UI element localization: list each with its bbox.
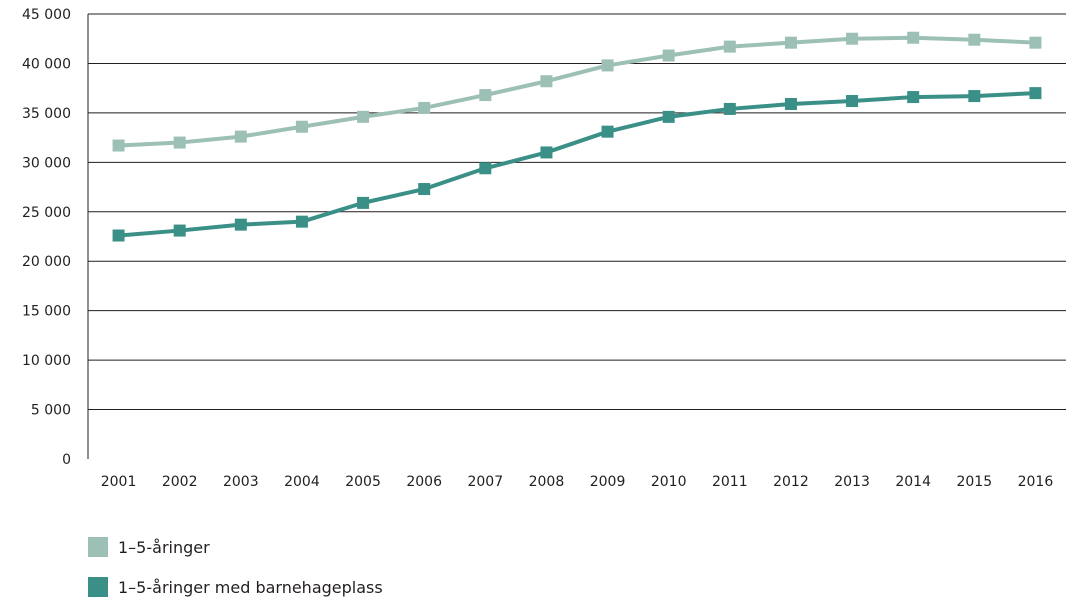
legend-item-series-2: 1–5-åringer med barnehageplass xyxy=(88,576,383,598)
y-tick-label: 5 000 xyxy=(31,403,71,419)
data-point-series-1 xyxy=(295,120,308,133)
data-point-series-1 xyxy=(479,89,492,102)
x-tick-label: 2008 xyxy=(529,474,565,490)
x-tick-label: 2011 xyxy=(712,474,748,490)
data-point-series-2 xyxy=(112,229,125,242)
data-point-series-1 xyxy=(662,49,675,62)
data-point-series-1 xyxy=(357,110,370,123)
x-tick-label: 2016 xyxy=(1018,474,1054,490)
legend: 1–5-åringer 1–5-åringer med barnehagepla… xyxy=(88,536,383,616)
x-tick-label: 2012 xyxy=(773,474,809,490)
data-point-series-1 xyxy=(173,136,186,149)
x-axis-ticks: 2001 2002 2003 2004 2005 2006 2007 2008 2009 2010… xyxy=(101,474,1054,490)
data-point-series-1 xyxy=(968,33,981,46)
x-tick-label: 2009 xyxy=(590,474,626,490)
x-tick-label: 2010 xyxy=(651,474,687,490)
data-point-series-1 xyxy=(784,36,797,49)
y-tick-label: 0 xyxy=(62,452,71,468)
x-tick-label: 2014 xyxy=(895,474,931,490)
series-group xyxy=(112,31,1042,242)
data-point-series-2 xyxy=(1029,87,1042,100)
data-point-series-1 xyxy=(723,40,736,53)
legend-label-series-2: 1–5-åringer med barnehageplass xyxy=(118,577,383,597)
data-point-series-1 xyxy=(907,31,920,44)
x-tick-label: 2005 xyxy=(345,474,381,490)
x-tick-label: 2007 xyxy=(467,474,503,490)
data-point-series-2 xyxy=(723,102,736,115)
y-tick-label: 45 000 xyxy=(22,7,71,23)
x-tick-label: 2015 xyxy=(956,474,992,490)
x-tick-label: 2002 xyxy=(162,474,198,490)
data-point-series-1 xyxy=(418,101,431,114)
series-line-2 xyxy=(118,91,1036,238)
data-point-series-2 xyxy=(234,218,247,231)
data-point-series-2 xyxy=(907,91,920,104)
y-tick-label: 30 000 xyxy=(22,155,71,171)
legend-swatch-series-2 xyxy=(88,577,108,597)
grid-lines xyxy=(87,13,1066,459)
data-point-series-1 xyxy=(540,75,553,88)
y-tick-label: 25 000 xyxy=(22,205,71,221)
y-tick-label: 20 000 xyxy=(22,254,71,270)
x-tick-label: 2013 xyxy=(834,474,870,490)
data-point-series-2 xyxy=(968,90,981,103)
data-point-series-2 xyxy=(357,196,370,209)
data-point-series-1 xyxy=(1029,36,1042,49)
y-axis-ticks: 0 5 000 10 000 15 000 20 000 25 000 30 000 35 0… xyxy=(22,7,71,468)
data-point-series-2 xyxy=(846,95,859,108)
legend-swatch-series-1 xyxy=(88,537,108,557)
x-tick-label: 2004 xyxy=(284,474,320,490)
y-tick-label: 10 000 xyxy=(22,353,71,369)
series-line-1 xyxy=(118,35,1036,148)
x-tick-label: 2006 xyxy=(406,474,442,490)
y-tick-label: 40 000 xyxy=(22,56,71,72)
y-tick-label: 35 000 xyxy=(22,106,71,122)
data-point-series-2 xyxy=(418,183,431,196)
data-point-series-2 xyxy=(662,110,675,123)
legend-item-series-1: 1–5-åringer xyxy=(88,536,383,558)
data-point-series-2 xyxy=(601,125,614,138)
data-point-series-2 xyxy=(173,224,186,237)
data-point-series-2 xyxy=(540,146,553,159)
x-tick-label: 2001 xyxy=(101,474,137,490)
legend-label-series-1: 1–5-åringer xyxy=(118,537,210,557)
y-tick-label: 15 000 xyxy=(22,304,71,320)
data-point-series-2 xyxy=(295,215,308,228)
data-point-series-2 xyxy=(784,97,797,110)
x-tick-label: 2003 xyxy=(223,474,259,490)
data-point-series-1 xyxy=(234,130,247,143)
data-point-series-2 xyxy=(479,162,492,175)
data-point-series-1 xyxy=(846,32,859,45)
data-point-series-1 xyxy=(601,59,614,72)
data-point-series-1 xyxy=(112,139,125,152)
